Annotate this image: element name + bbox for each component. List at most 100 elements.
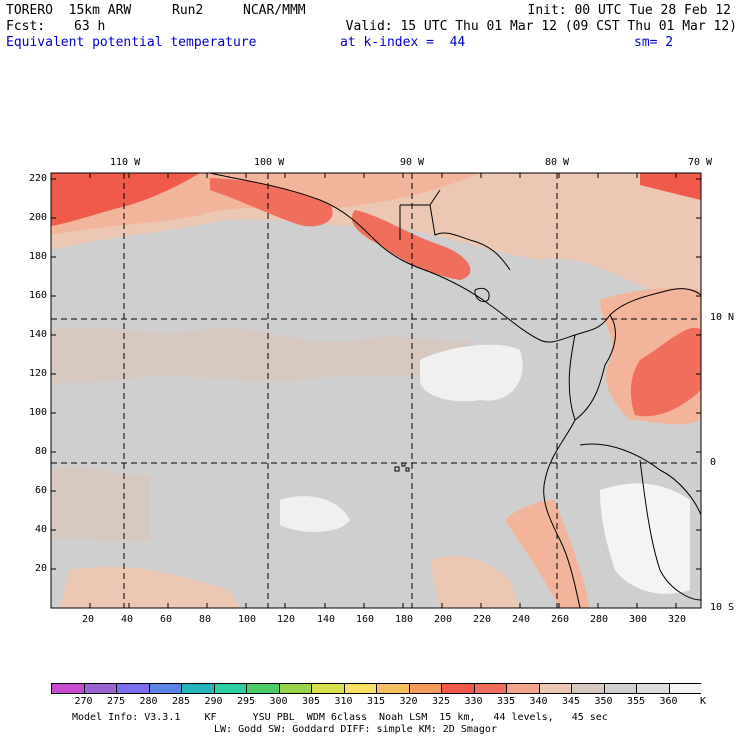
lat-label-0: 0 [710, 457, 717, 468]
x-tick-label: 200 [434, 614, 453, 625]
axis-ticks [51, 173, 701, 608]
colorbar-label: 300 [269, 696, 288, 707]
x-tick-label: 260 [551, 614, 570, 625]
colorbar-swatch [377, 684, 410, 693]
field-hot-nw [51, 173, 200, 226]
field-white-andes [600, 483, 690, 594]
field-name: Equivalent potential temperature [6, 35, 257, 50]
colorbar-label: 305 [302, 696, 321, 707]
colorbar-swatch [604, 684, 637, 693]
colorbar-swatch [507, 684, 540, 693]
colorbar-label: 295 [237, 696, 256, 707]
y-tick-label: 220 [28, 173, 47, 184]
colorbar-unit: K [700, 696, 707, 707]
x-tick-label: 240 [512, 614, 531, 625]
x-tick-label: 220 [473, 614, 492, 625]
y-tick-label: 200 [28, 212, 47, 223]
colorbar-swatch [539, 684, 572, 693]
colorbar-swatch [84, 684, 117, 693]
x-tick-label: 300 [629, 614, 648, 625]
colorbar-swatch [637, 684, 670, 693]
forecast-hours: 63 h [74, 19, 106, 34]
lon-label-100w: 100 W [254, 157, 285, 168]
x-tick-label: 60 [160, 614, 173, 625]
x-tick-label: 280 [590, 614, 609, 625]
x-tick-label: 40 [121, 614, 134, 625]
colorbar-swatch [474, 684, 507, 693]
colorbar-label: 270 [74, 696, 93, 707]
lon-label-90w: 90 W [400, 157, 425, 168]
colorbar-label: 315 [367, 696, 386, 707]
field-peru-coast [505, 500, 590, 608]
x-tick-label: 180 [395, 614, 414, 625]
x-tick-label: 140 [317, 614, 336, 625]
field-white-2 [280, 496, 350, 532]
map-field [51, 173, 701, 608]
colorbar-label: 360 [659, 696, 678, 707]
y-tick-label: 40 [34, 524, 47, 535]
x-tick-label: 320 [668, 614, 687, 625]
colorbar-label: 320 [399, 696, 418, 707]
model-info: Model Info: V3.3.1 KF YSU PBL WDM 6class… [72, 712, 608, 723]
colorbar-label: 330 [464, 696, 483, 707]
colorbar-label: 290 [204, 696, 223, 707]
level-info: at k-index = 44 [340, 35, 466, 50]
field-hot-colombia [630, 327, 701, 417]
y-tick-label: 140 [28, 329, 47, 340]
colorbar-label: 340 [529, 696, 548, 707]
colorbar-label: 285 [172, 696, 191, 707]
model-title: TORERO 15km ARW [6, 3, 132, 18]
org-label: NCAR/MMM [243, 3, 306, 18]
colorbar-label: 345 [562, 696, 581, 707]
map-frame [50, 172, 702, 609]
colorbar-swatch [214, 684, 247, 693]
x-tick-label: 160 [356, 614, 375, 625]
init-time: Init: 00 UTC Tue 28 Feb 12 [527, 3, 732, 18]
valid-time: Valid: 15 UTC Thu 01 Mar 12 (09 CST Thu … [345, 19, 737, 34]
x-tick-label: 120 [277, 614, 296, 625]
colorbar-swatch [312, 684, 345, 693]
colorbar-swatch [52, 684, 85, 693]
y-tick-label: 160 [28, 290, 47, 301]
colorbar [51, 683, 702, 694]
lon-label-70w: 70 W [688, 157, 713, 168]
colorbar-swatch [409, 684, 442, 693]
field-beige-1 [51, 327, 470, 385]
field-hot-ne [640, 173, 701, 200]
border-colombia [574, 314, 616, 421]
colorbar-label: 350 [594, 696, 613, 707]
y-tick-label: 180 [28, 251, 47, 262]
colorbar-label: 275 [107, 696, 126, 707]
lat-label-10n: 10 N [710, 312, 735, 323]
colorbar-label: 355 [627, 696, 646, 707]
y-tick-label: 60 [34, 485, 47, 496]
x-tick-label: 80 [199, 614, 212, 625]
field-hot-mexico [210, 178, 333, 227]
y-tick-label: 20 [34, 563, 47, 574]
y-tick-label: 100 [28, 407, 47, 418]
coastline-south-america [543, 334, 581, 608]
colorbar-swatch [149, 684, 182, 693]
lake-nicaragua [474, 287, 490, 303]
y-tick-label: 120 [28, 368, 47, 379]
field-white-1 [420, 344, 523, 402]
physics-info: LW: Godd SW: Goddard DIFF: simple KM: 2D… [214, 724, 497, 735]
field-hot-guatemala [351, 210, 471, 280]
colorbar-label: 335 [497, 696, 516, 707]
border-ecuador-peru [579, 443, 701, 516]
colorbar-label: 325 [432, 696, 451, 707]
lon-label-110w: 110 W [110, 157, 141, 168]
field-beige-2 [51, 467, 150, 542]
x-tick-label: 20 [82, 614, 95, 625]
lat-label-10s: 10 S [710, 602, 735, 613]
border-yucatan [399, 189, 511, 271]
forecast-label: Fcst: [6, 19, 46, 34]
colorbar-swatch [117, 684, 150, 693]
x-tick-label: 100 [238, 614, 257, 625]
run-label: Run2 [172, 3, 204, 18]
colorbar-label: 280 [139, 696, 158, 707]
colorbar-swatch [669, 684, 702, 693]
field-pale-south [60, 566, 240, 608]
y-tick-label: 80 [34, 446, 47, 457]
